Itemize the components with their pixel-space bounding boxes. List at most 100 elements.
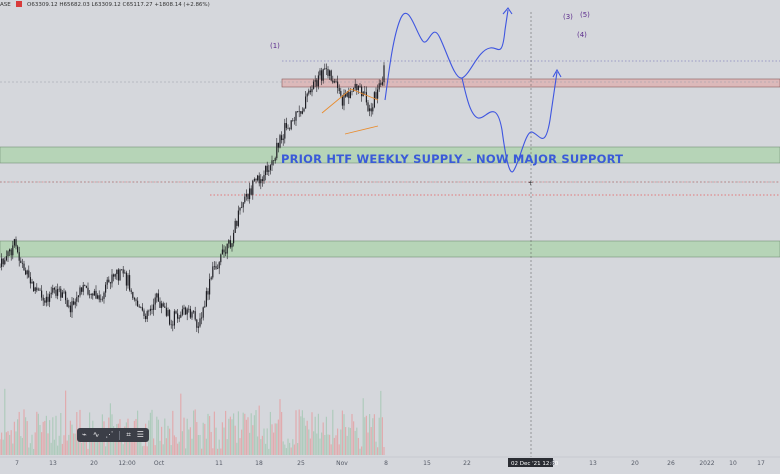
volume-bar [172, 410, 174, 455]
cursor-date-label: 02 Dec '21 12:00 [511, 461, 559, 467]
volume-bar [321, 432, 323, 455]
volume-bar [29, 443, 31, 455]
candle-body [55, 289, 57, 296]
volume-bar [306, 420, 308, 455]
candle-body [260, 179, 262, 184]
volume-bar [356, 427, 358, 455]
candle-body [122, 269, 124, 274]
candle-body [106, 279, 108, 285]
volume-bar [233, 413, 235, 455]
candle-body [127, 275, 129, 286]
path-icon[interactable]: ∿ [92, 430, 100, 439]
candle-body [217, 268, 219, 269]
volume-bar [13, 421, 15, 455]
candle-body [12, 245, 14, 256]
menu-icon[interactable]: ☰ [136, 430, 144, 439]
volume-bar [202, 422, 204, 455]
toolbar-divider [119, 430, 121, 440]
candle-body [157, 293, 159, 302]
wave-label-5: (5) [580, 11, 590, 19]
candle-body [197, 326, 199, 328]
candle-body [138, 306, 140, 308]
candle-body [145, 315, 147, 320]
volume-bar [1, 432, 3, 455]
candle-body [297, 111, 299, 112]
candle-body [2, 258, 4, 265]
candle-body [383, 65, 385, 83]
volume-bar [258, 405, 260, 455]
candle-body [204, 306, 206, 308]
candle-body [229, 240, 231, 248]
volume-bar [215, 427, 217, 455]
candle-body [340, 91, 342, 96]
candle-body [165, 307, 167, 316]
volume-bar [26, 421, 28, 455]
volume-bar [369, 414, 371, 455]
candle-body [381, 82, 383, 85]
projection-arrow-upper-icon [502, 7, 513, 15]
draw-icon[interactable]: ⌁ [81, 430, 87, 439]
candle-body [111, 274, 113, 284]
drawing-toolbar[interactable]: ⌁ ∿ ⋰ ⌗ ☰ [77, 428, 149, 442]
time-tick-label: 6 [551, 460, 555, 467]
volume-bar [167, 425, 169, 455]
candle-body [20, 260, 22, 263]
volume-bar [221, 422, 223, 455]
candle-body [287, 127, 289, 129]
volume-bar [140, 437, 142, 455]
volume-bar [231, 419, 233, 455]
candle-body [212, 266, 214, 278]
candle-body [52, 287, 54, 293]
candle-body [244, 196, 246, 203]
volume-bar [245, 419, 247, 455]
candle-body [47, 296, 49, 302]
candle-body [237, 210, 239, 226]
volume-bar [247, 417, 249, 455]
candle-body [231, 243, 233, 248]
candle-body [143, 310, 145, 316]
candle-body [15, 239, 17, 247]
candle-body [284, 123, 286, 139]
volume-bar [207, 413, 209, 455]
candle-body [375, 92, 377, 99]
candle-body [356, 83, 358, 91]
candle-body [325, 68, 327, 70]
candle-body [295, 111, 297, 121]
time-axis-ticks: 7 13 20 12:00 Oct 11 18 25 Nov 8 15 22 6 13 20 26 2022 10… [15, 460, 765, 467]
volume-bar [289, 442, 291, 455]
candle-body [210, 277, 212, 280]
wave-label-1: (1) [270, 42, 280, 50]
volume-bar [225, 410, 227, 455]
candle-body [9, 249, 11, 252]
volume-bar [257, 436, 259, 455]
volume-bar [204, 423, 206, 455]
volume-bar [74, 433, 76, 455]
volume-bar [340, 429, 342, 455]
candle-body [39, 289, 41, 291]
volume-bar [180, 393, 182, 455]
candle-body [301, 111, 303, 114]
candle-body [74, 301, 76, 305]
candle-body [298, 111, 300, 112]
candle-body [338, 87, 340, 92]
crop-icon[interactable]: ⌗ [126, 430, 131, 439]
volume-bar [97, 435, 99, 455]
volume-bar [164, 418, 166, 455]
volume-bar [228, 418, 230, 455]
time-tick-label: 12:00 [118, 460, 135, 467]
volume-bar [260, 439, 262, 455]
volume-bar [146, 446, 148, 455]
volume-bar [37, 413, 39, 455]
wave-label-4: (4) [577, 31, 587, 39]
volume-bar [244, 413, 246, 455]
candle-body [164, 306, 166, 308]
node-icon[interactable]: ⋰ [105, 430, 114, 439]
candle-body [34, 287, 36, 291]
candle-body [378, 83, 380, 90]
volume-bar [52, 417, 54, 455]
volume-bar [205, 438, 207, 455]
volume-bar [31, 434, 33, 455]
candle-body [149, 308, 151, 311]
